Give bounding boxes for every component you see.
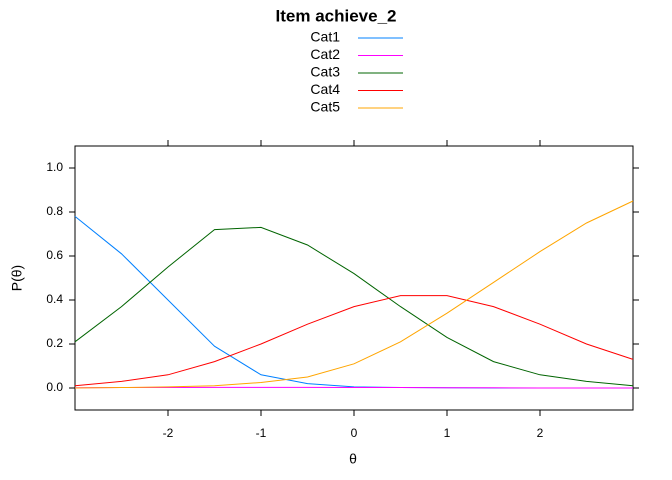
y-tick-label: 0.0 — [46, 380, 63, 394]
x-tick-label: -2 — [163, 426, 174, 440]
x-tick-label: 1 — [444, 426, 451, 440]
y-tick-label: 0.8 — [46, 204, 63, 218]
y-tick-label: 0.4 — [46, 292, 63, 306]
legend-label: Cat5 — [310, 99, 340, 115]
series-line — [74, 226, 634, 387]
series-line — [74, 200, 634, 389]
legend-label: Cat2 — [310, 46, 340, 62]
chart-title: Item achieve_2 — [276, 6, 397, 25]
x-tick-label: 0 — [351, 426, 358, 440]
x-tick-label: 2 — [537, 426, 544, 440]
y-tick-label: 1.0 — [46, 160, 63, 174]
legend-label: Cat4 — [310, 81, 340, 97]
y-axis-label: P(θ) — [9, 265, 25, 291]
series-line — [74, 216, 633, 389]
plot-frame — [74, 145, 634, 411]
y-tick-label: 0.6 — [46, 248, 63, 262]
legend-label: Cat1 — [310, 29, 340, 45]
series-line — [74, 386, 633, 389]
x-tick-label: -1 — [256, 426, 267, 440]
series-line — [74, 295, 634, 387]
legend-label: Cat3 — [310, 64, 340, 80]
y-tick-label: 0.2 — [46, 336, 63, 350]
x-axis-label: θ — [349, 451, 357, 467]
